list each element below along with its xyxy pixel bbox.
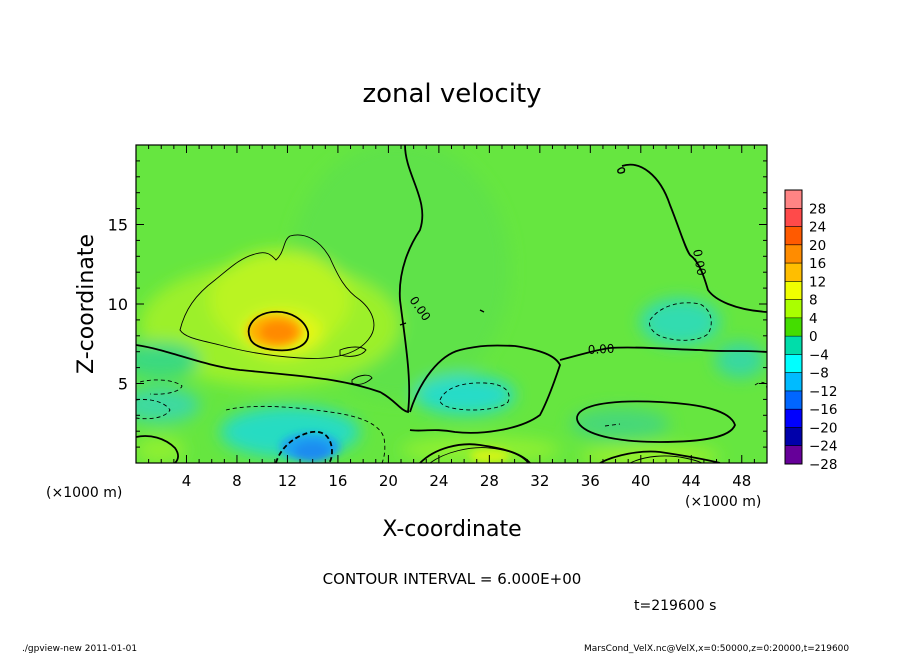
colorbar-label: 16 [809,256,826,272]
y-axis-label: Z-coordinate [74,234,99,374]
colorbar-swatch [785,390,802,410]
colorbar-label: 4 [809,311,818,327]
x-tick-label: 36 [581,472,600,490]
contour-interval-note: CONTOUR INTERVAL = 6.000E+00 [323,570,582,588]
colorbar-label: 0 [809,329,818,345]
x-tick-label: 44 [682,472,701,490]
y-axis: 5 10 15 [108,160,767,448]
x-tick-label: 20 [379,472,398,490]
y-tick-label: 15 [108,216,128,235]
colorbar-label: −20 [809,420,838,436]
colorbar-label: 12 [809,274,826,290]
x-tick-label: 8 [232,472,242,490]
colorbar-swatch [785,427,802,447]
colorbar-swatch [785,336,802,355]
colorbar-swatch [785,281,802,300]
colorbar-label: −12 [809,384,838,400]
x-unit-label: (×1000 m) [46,485,122,501]
x-tick-label: 48 [732,472,751,490]
colorbar-label: −8 [809,366,829,382]
colorbar-swatch [785,372,802,392]
contour-label: 0.00 [587,342,614,357]
colorbar-swatch [785,317,802,337]
colorbar-frame [784,189,803,465]
y-tick-label: 10 [108,295,128,314]
x-tick-label: 16 [328,472,347,490]
x-tick-label: 4 [182,472,192,490]
colorbar-swatch [785,190,802,209]
contour-label: 0.00 [690,248,708,277]
colorbar-label: −4 [809,347,829,363]
colorbar-label: 20 [809,238,826,254]
x-tick-label: 12 [278,472,297,490]
y-tick-label: 5 [118,375,128,394]
colorbar-label: −24 [809,439,838,455]
colorbar-label: 24 [809,220,826,236]
colorbar-swatch [785,354,802,373]
x-tick-label: 28 [480,472,499,490]
time-label: t=219600 s [634,598,716,614]
colorbar: 28 24 20 16 12 8 4 0 −4 −8 −12 −16 −20 −24 −28 [784,189,838,473]
colorbar-swatch [785,445,802,465]
colorbar-label: −16 [809,402,838,418]
colorbar-swatch [785,208,802,227]
colorbar-label: −28 [809,457,838,473]
footer-left: ./gpview-new 2011-01-01 [22,644,137,654]
colorbar-swatch [785,409,802,428]
footer-right: MarsCond_VelX.nc@VelX,x=0:50000,z=0:2000… [584,644,849,654]
y-unit-label: (×1000 m) [685,494,761,510]
x-axis-label: X-coordinate [382,517,521,542]
colorbar-swatch [785,244,802,264]
x-tick-label: 40 [631,472,650,490]
x-tick-label: 32 [530,472,549,490]
contour-lines [136,145,767,463]
colorbar-label: 28 [809,201,826,217]
colorbar-swatch [785,263,802,282]
chart-title: zonal velocity [362,79,541,109]
colorbar-swatch [785,226,802,246]
x-axis: 4 8 12 16 20 24 28 32 36 40 44 48 [148,145,755,490]
colorbar-swatch [785,299,802,319]
velocity-field [136,145,767,463]
x-tick-label: 24 [429,472,448,490]
colorbar-label: 8 [809,293,818,309]
